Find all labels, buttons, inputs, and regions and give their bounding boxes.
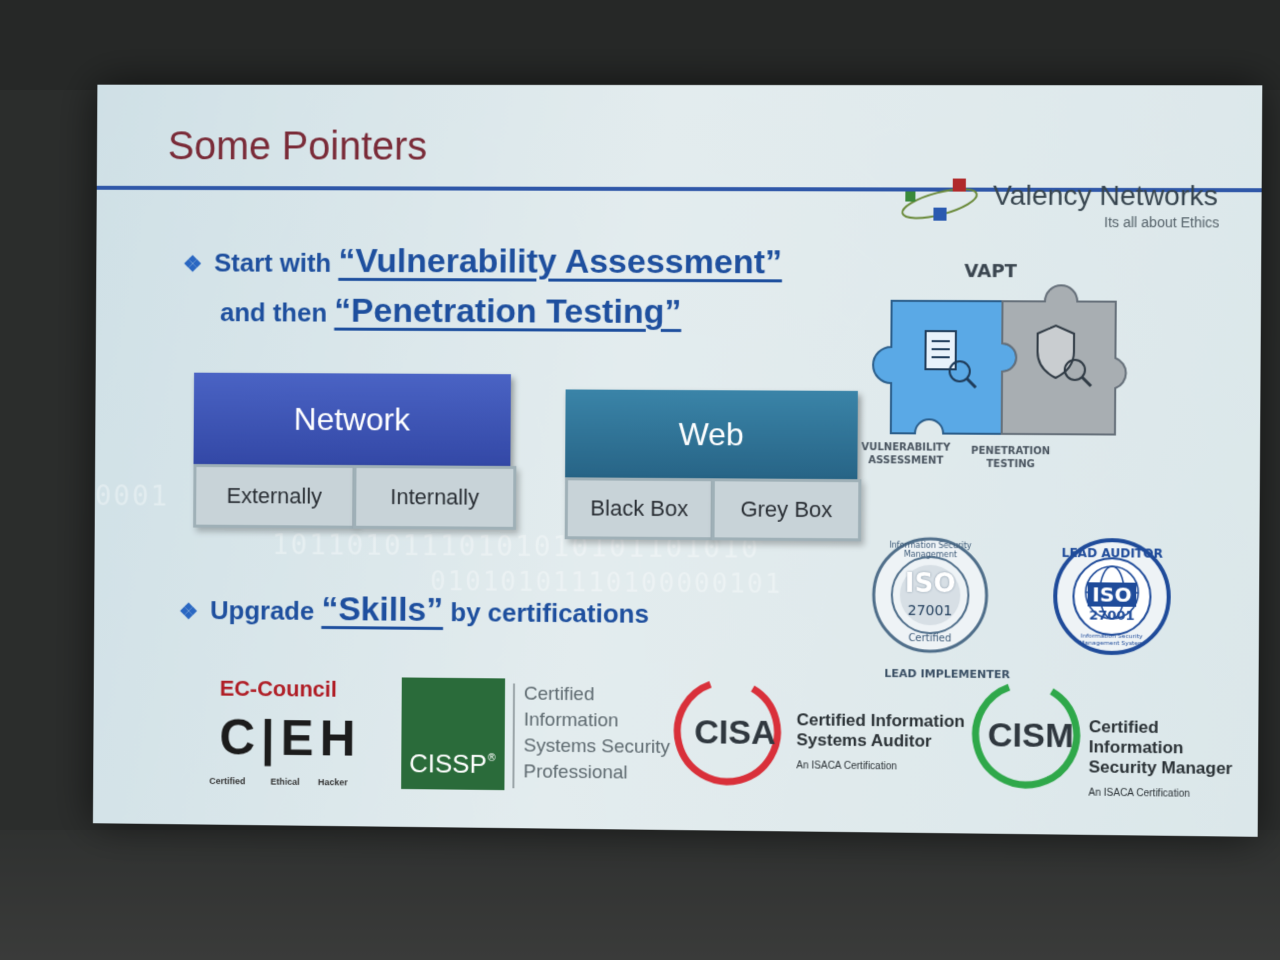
web-grey-box: Grey Box — [712, 478, 862, 541]
room-wall-top — [0, 0, 1280, 90]
iso-auditor-number: 27001 — [1051, 608, 1173, 624]
ceh-certified: Certified — [209, 776, 245, 786]
highlight-vulnerability-assessment: “Vulnerability Assessment” — [338, 242, 782, 281]
brand-name: Valency Networks — [993, 180, 1218, 213]
iso-auditor-iso: ISO — [1088, 582, 1137, 607]
valency-networks-logo: Valency Networks Its all about Ethics — [897, 173, 1231, 254]
molecule-icon — [897, 173, 988, 233]
iso-implementer-certified: Certified — [869, 633, 990, 645]
ec-council-label: EC-Council — [220, 676, 337, 703]
network-internally: Internally — [353, 465, 516, 530]
brand-tagline: Its all about Ethics — [1104, 214, 1219, 230]
iso-implementer-number: 27001 — [870, 603, 991, 620]
highlight-skills: “Skills” — [321, 590, 443, 629]
vapt-right-label: PENETRATION TESTING — [955, 445, 1066, 472]
cissp-badge: CISSP ® — [401, 677, 505, 790]
bullet-vapt-line2: and then “Penetration Testing” — [220, 291, 681, 332]
iso-auditor-bottom-ring: Information Security Management System — [1061, 632, 1162, 647]
iso-lead-auditor-seal: LEAD AUDITOR ISO 27001 Information Secur… — [1051, 536, 1173, 658]
diamond-bullet-icon: ❖ — [179, 599, 199, 624]
cisa-badge: CISA — [694, 713, 776, 753]
iso-implementer-iso: ISO — [870, 569, 991, 600]
ceh-hacker: Hacker — [318, 777, 348, 787]
iso-lead-implementer-seal: Information Security Management ISO 2700… — [869, 534, 991, 655]
web-box: Web — [565, 389, 858, 479]
network-externally: Externally — [193, 464, 355, 529]
puzzle-pieces-icon — [850, 283, 1144, 455]
projected-slide: 0001 10110101110101010101101010 01010101… — [93, 85, 1262, 837]
cisa-description: Certified Information Systems Auditor An… — [796, 710, 965, 778]
iso-auditor-ring-text: LEAD AUDITOR — [1051, 546, 1173, 561]
cissp-divider — [512, 683, 515, 788]
web-black-box: Black Box — [565, 477, 714, 540]
slide-title: Some Pointers — [168, 124, 428, 169]
binary-background-1: 0001 — [95, 479, 169, 512]
cism-description: Certified Information Security Manager A… — [1088, 717, 1258, 805]
bullet-vapt-line1: ❖ Start with “Vulnerability Assessment” — [183, 242, 782, 283]
room-floor — [0, 830, 1280, 960]
bullet-skills: ❖ Upgrade “Skills” by certifications — [179, 589, 649, 632]
cism-badge: CISM — [988, 716, 1074, 756]
iso-implementer-ring-text: Information Security Management — [870, 540, 991, 559]
highlight-penetration-testing: “Penetration Testing” — [334, 292, 681, 331]
diamond-bullet-icon: ❖ — [183, 252, 203, 277]
vapt-puzzle: VAPT VULNERABILITY ASSESSMENT PENETRATION… — [850, 261, 1144, 463]
ceh-ethical: Ethical — [270, 777, 299, 787]
ceh-logo: C|EH — [219, 709, 361, 768]
network-box: Network — [194, 373, 511, 466]
cissp-description: Certified Information Systems Security P… — [523, 682, 670, 787]
cissp-badge-text: CISSP — [409, 748, 487, 780]
vapt-title: VAPT — [964, 261, 1017, 282]
vapt-left-label: VULNERABILITY ASSESSMENT — [850, 441, 961, 468]
